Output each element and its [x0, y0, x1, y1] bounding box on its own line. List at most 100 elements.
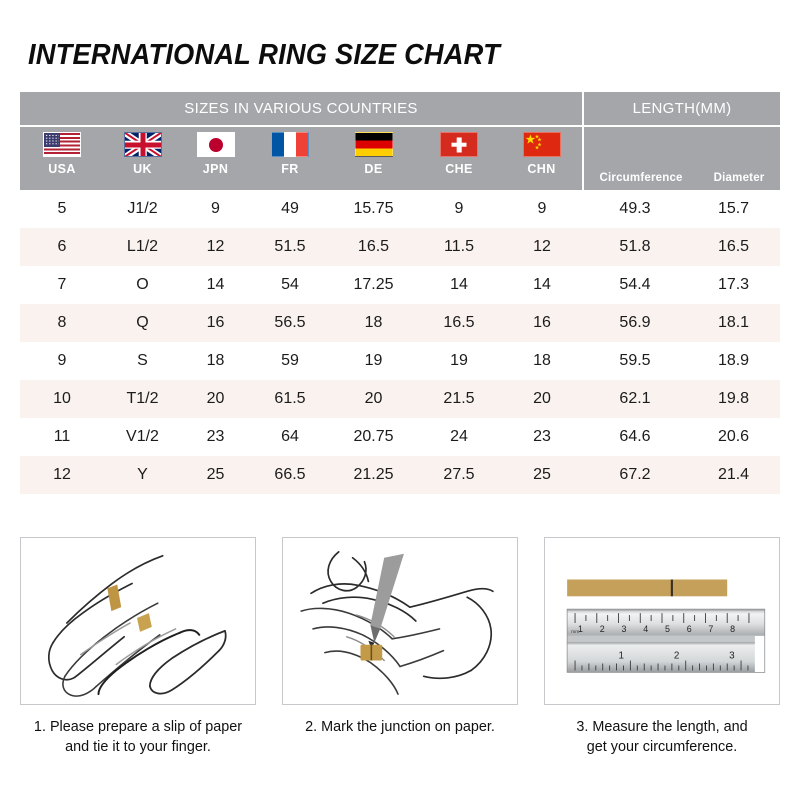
flag-germany-icon [354, 132, 393, 157]
table-row: 10 T1/2 20 61.5 20 21.5 20 62.1 19.8 [20, 380, 781, 418]
cell-diameter: 17.3 [687, 266, 781, 304]
cell-che: 21.5 [417, 380, 501, 418]
svg-text:1: 1 [578, 624, 583, 634]
column-header-jpn: JPN [181, 125, 250, 190]
country-code-jpn: JPN [202, 162, 229, 176]
cell-circumference: 62.1 [583, 380, 687, 418]
column-header-de: DE [330, 125, 417, 190]
cell-fr: 51.5 [250, 228, 330, 266]
table-row: 9 S 18 59 19 19 18 59.5 18.9 [20, 342, 781, 380]
svg-text:7: 7 [708, 624, 713, 634]
caption-line-1: 3. Measure the length, and [576, 718, 748, 735]
cell-chn: 23 [501, 418, 583, 456]
ruler-measuring-paper-strip-illustration: 1 2 3 4 5 6 7 8 mm 1 2 3 [544, 537, 780, 705]
page-title: INTERNATIONAL RING SIZE CHART [28, 39, 500, 71]
cell-chn: 18 [501, 342, 583, 380]
cell-de: 21.25 [330, 456, 417, 494]
cell-che: 14 [417, 266, 501, 304]
cell-usa: 11 [20, 418, 104, 456]
group-header-sizes: SIZES IN VARIOUS COUNTRIES [20, 92, 583, 126]
instruction-panels: 1. Please prepare a slip of paper and ti… [20, 537, 780, 757]
instruction-caption-3: 3. Measure the length, and get your circ… [549, 717, 776, 757]
svg-text:3: 3 [621, 624, 626, 634]
instruction-caption-1: 1. Please prepare a slip of paper and ti… [25, 717, 252, 757]
cell-chn: 16 [501, 304, 583, 342]
cell-usa: 10 [20, 380, 104, 418]
group-header-length: LENGTH(MM) [581, 92, 781, 126]
cell-circumference: 67.2 [583, 456, 687, 494]
caption-line-1: 1. Please prepare a slip of paper [33, 718, 243, 735]
column-header-fr: FR [250, 125, 330, 190]
cell-che: 19 [417, 342, 501, 380]
cell-uk: O [104, 266, 181, 304]
cell-fr: 54 [250, 266, 330, 304]
cell-chn: 14 [501, 266, 583, 304]
table-row: 8 Q 16 56.5 18 16.5 16 56.9 18.1 [20, 304, 781, 342]
cell-circumference: 59.5 [583, 342, 687, 380]
flag-switzerland-icon [440, 132, 478, 157]
cell-chn: 9 [501, 190, 583, 228]
cell-usa: 6 [20, 228, 104, 266]
svg-text:2: 2 [600, 624, 605, 634]
country-code-uk: UK [133, 162, 152, 176]
cell-chn: 20 [501, 380, 583, 418]
country-code-fr: FR [281, 162, 299, 176]
cell-diameter: 18.1 [687, 304, 781, 342]
cell-de: 20 [330, 380, 417, 418]
cell-uk: T1/2 [104, 380, 181, 418]
country-code-de: DE [364, 162, 383, 176]
cell-circumference: 54.4 [583, 266, 687, 304]
table-flag-header-row: USA UK [20, 125, 781, 190]
cell-jpn: 14 [181, 266, 250, 304]
cell-uk: Q [104, 304, 181, 342]
flag-china-icon: ★ ★ ★ ★ ★ [522, 132, 561, 157]
cell-circumference: 64.6 [583, 418, 687, 456]
ring-size-table: SIZES IN VARIOUS COUNTRIES LENGTH(MM) US… [20, 92, 781, 494]
instruction-step-3: 1 2 3 4 5 6 7 8 mm 1 2 3 [544, 537, 780, 757]
cell-usa: 12 [20, 456, 104, 494]
cell-chn: 25 [501, 456, 583, 494]
column-header-diameter: Diameter [713, 172, 765, 184]
cell-fr: 66.5 [250, 456, 330, 494]
country-code-chn: CHN [527, 162, 556, 176]
column-header-uk: UK [104, 125, 181, 190]
cell-fr: 61.5 [250, 380, 330, 418]
instruction-caption-2: 2. Mark the junction on paper. [287, 717, 514, 737]
cell-jpn: 9 [181, 190, 250, 228]
cell-de: 17.25 [330, 266, 417, 304]
instruction-step-1: 1. Please prepare a slip of paper and ti… [20, 537, 256, 757]
cell-uk: Y [104, 456, 181, 494]
cell-fr: 64 [250, 418, 330, 456]
table-row: 7 O 14 54 17.25 14 14 54.4 17.3 [20, 266, 781, 304]
cell-diameter: 19.8 [687, 380, 781, 418]
cell-jpn: 18 [181, 342, 250, 380]
table-row: 6 L1/2 12 51.5 16.5 11.5 12 51.8 16.5 [20, 228, 781, 266]
svg-text:1: 1 [619, 651, 625, 662]
cell-chn: 12 [501, 228, 583, 266]
cell-usa: 7 [20, 266, 104, 304]
svg-text:2: 2 [674, 651, 680, 662]
hand-marking-paper-with-pen-illustration [282, 537, 518, 705]
svg-text:4: 4 [643, 624, 648, 634]
cell-jpn: 20 [181, 380, 250, 418]
cell-diameter: 21.4 [687, 456, 781, 494]
svg-text:8: 8 [730, 624, 735, 634]
column-header-length-group: Circumference Diameter [581, 125, 781, 190]
cell-uk: L1/2 [104, 228, 181, 266]
svg-text:6: 6 [687, 624, 692, 634]
column-header-che: CHE [417, 125, 501, 190]
column-header-usa: USA [20, 125, 104, 190]
cell-che: 9 [417, 190, 501, 228]
cell-de: 19 [330, 342, 417, 380]
cell-fr: 56.5 [250, 304, 330, 342]
cell-uk: V1/2 [104, 418, 181, 456]
column-header-circumference: Circumference [599, 172, 683, 184]
cell-de: 20.75 [330, 418, 417, 456]
flag-france-icon [271, 132, 309, 157]
country-code-che: CHE [445, 162, 473, 176]
cell-circumference: 49.3 [583, 190, 687, 228]
cell-jpn: 23 [181, 418, 250, 456]
cell-che: 24 [417, 418, 501, 456]
caption-line-2: and tie it to your finger. [65, 737, 211, 755]
cell-circumference: 56.9 [583, 304, 687, 342]
